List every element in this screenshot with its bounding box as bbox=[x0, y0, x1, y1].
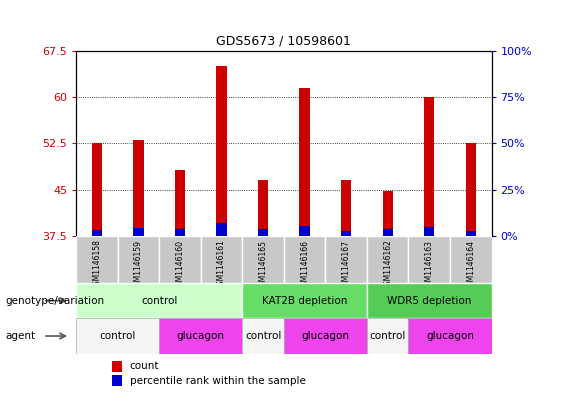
Bar bbox=[408, 236, 450, 283]
Bar bbox=[92, 230, 102, 236]
Bar bbox=[242, 283, 367, 318]
Bar bbox=[450, 236, 492, 283]
Bar bbox=[341, 231, 351, 236]
Text: count: count bbox=[129, 362, 159, 371]
Bar bbox=[383, 230, 393, 236]
Bar bbox=[175, 230, 185, 236]
Text: GSM1146164: GSM1146164 bbox=[466, 240, 475, 290]
Text: GSM1146165: GSM1146165 bbox=[259, 240, 268, 290]
Bar bbox=[76, 236, 118, 283]
Text: control: control bbox=[245, 331, 281, 341]
Text: glucagon: glucagon bbox=[302, 331, 349, 341]
Text: KAT2B depletion: KAT2B depletion bbox=[262, 296, 347, 306]
Text: agent: agent bbox=[6, 331, 36, 341]
Bar bbox=[175, 170, 185, 236]
Bar bbox=[133, 228, 144, 236]
Text: genotype/variation: genotype/variation bbox=[6, 296, 105, 306]
Bar bbox=[216, 66, 227, 236]
Bar bbox=[341, 180, 351, 236]
Bar bbox=[112, 361, 123, 372]
Bar bbox=[76, 283, 242, 318]
Bar bbox=[201, 236, 242, 283]
Bar bbox=[367, 283, 492, 318]
Bar bbox=[242, 236, 284, 283]
Bar bbox=[367, 236, 408, 283]
Text: GSM1146161: GSM1146161 bbox=[217, 240, 226, 290]
Bar bbox=[466, 143, 476, 236]
Bar bbox=[424, 228, 434, 236]
Bar bbox=[159, 236, 201, 283]
Bar bbox=[383, 191, 393, 236]
Bar bbox=[299, 226, 310, 236]
Bar bbox=[299, 88, 310, 236]
Bar bbox=[408, 318, 492, 354]
Bar bbox=[216, 223, 227, 236]
Text: control: control bbox=[370, 331, 406, 341]
Bar bbox=[76, 318, 159, 354]
Text: glucagon: glucagon bbox=[426, 331, 474, 341]
Text: GSM1146162: GSM1146162 bbox=[383, 240, 392, 290]
Bar bbox=[258, 180, 268, 236]
Bar bbox=[325, 236, 367, 283]
Text: GSM1146166: GSM1146166 bbox=[300, 240, 309, 290]
Bar bbox=[242, 318, 284, 354]
Text: percentile rank within the sample: percentile rank within the sample bbox=[129, 376, 306, 386]
Bar bbox=[367, 318, 408, 354]
Bar bbox=[284, 318, 367, 354]
Text: glucagon: glucagon bbox=[177, 331, 225, 341]
Text: GSM1146163: GSM1146163 bbox=[425, 240, 434, 290]
Bar bbox=[118, 236, 159, 283]
Text: GSM1146158: GSM1146158 bbox=[93, 240, 102, 290]
Text: control: control bbox=[99, 331, 136, 341]
Text: GSM1146160: GSM1146160 bbox=[176, 240, 185, 290]
Bar bbox=[92, 143, 102, 236]
Bar bbox=[424, 97, 434, 236]
Text: control: control bbox=[141, 296, 177, 306]
Bar bbox=[284, 236, 325, 283]
Text: GSM1146159: GSM1146159 bbox=[134, 240, 143, 290]
Title: GDS5673 / 10598601: GDS5673 / 10598601 bbox=[216, 34, 351, 47]
Bar bbox=[112, 375, 123, 386]
Text: WDR5 depletion: WDR5 depletion bbox=[387, 296, 471, 306]
Bar bbox=[159, 318, 242, 354]
Text: GSM1146167: GSM1146167 bbox=[342, 240, 351, 290]
Bar bbox=[258, 230, 268, 236]
Bar bbox=[133, 140, 144, 236]
Bar bbox=[466, 231, 476, 236]
